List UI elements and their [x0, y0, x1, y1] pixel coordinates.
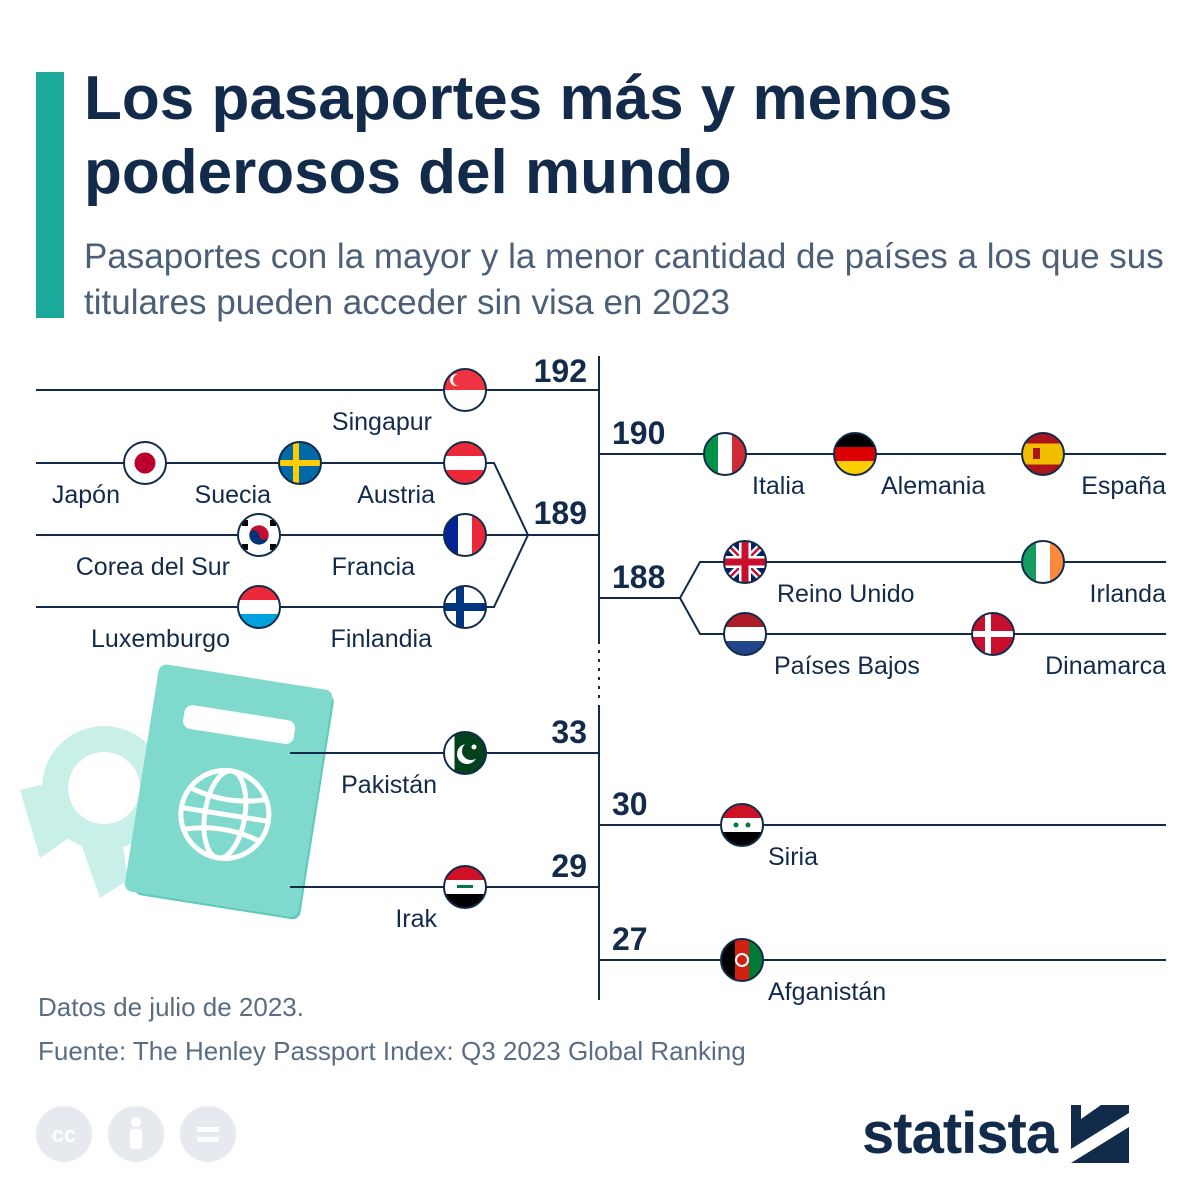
- value-label-190: 190: [612, 415, 665, 451]
- globe-icon: [178, 767, 272, 861]
- country-label-irak: Irak: [395, 905, 437, 933]
- country-label-irlanda: Irlanda: [1090, 580, 1167, 608]
- country-label-reino-unido: Reino Unido: [777, 580, 915, 608]
- country-label-espana: España: [1081, 472, 1166, 500]
- japon-flag-icon: [123, 441, 167, 485]
- country-label-pakistan: Pakistán: [341, 771, 437, 799]
- espana-flag-icon: [1021, 432, 1065, 476]
- country-label-corea-del-sur: Corea del Sur: [76, 553, 230, 581]
- footer-source: Fuente: The Henley Passport Index: Q3 20…: [38, 1036, 746, 1066]
- award-ribbon-icon: [20, 726, 166, 898]
- country-label-austria: Austria: [357, 481, 435, 509]
- accent-bar: [36, 72, 64, 318]
- country-label-afganistan: Afganistán: [768, 978, 886, 1006]
- attribution-icon[interactable]: [108, 1106, 164, 1162]
- value-label-30: 30: [612, 786, 648, 822]
- branch-189-join-top: [487, 462, 529, 536]
- chart-subtitle: Pasaportes con la mayor y la menor canti…: [84, 237, 1164, 322]
- passport-illustration: [20, 664, 334, 920]
- dinamarca-flag-icon: [971, 612, 1015, 656]
- paises-bajos-flag-icon: [723, 612, 767, 656]
- country-label-suecia: Suecia: [195, 481, 272, 509]
- country-label-luxemburgo: Luxemburgo: [91, 625, 230, 653]
- country-label-japon: Japón: [52, 481, 120, 509]
- value-label-27: 27: [612, 921, 648, 957]
- country-label-alemania: Alemania: [881, 472, 985, 500]
- statista-mark-icon: [1071, 1104, 1130, 1163]
- license-icons: cc: [36, 1106, 236, 1162]
- footer-note: Datos de julio de 2023.: [38, 992, 304, 1022]
- value-label-188: 188: [612, 559, 665, 595]
- pakistan-flag-icon: [443, 731, 487, 775]
- value-label-29: 29: [551, 848, 587, 884]
- brand-name: statista: [862, 1101, 1058, 1166]
- value-label-189: 189: [534, 495, 587, 531]
- cc-icon[interactable]: cc: [36, 1106, 92, 1162]
- value-label-33: 33: [551, 714, 587, 750]
- irlanda-flag-icon: [1021, 540, 1065, 584]
- singapur-flag-icon: [443, 368, 487, 412]
- country-label-francia: Francia: [332, 553, 415, 581]
- country-label-paises-bajos: Países Bajos: [774, 652, 920, 680]
- siria-flag-icon: [720, 803, 764, 847]
- branch-189-join-bottom: [487, 534, 529, 608]
- value-label-192: 192: [534, 353, 587, 389]
- country-label-dinamarca: Dinamarca: [1045, 652, 1166, 680]
- luxemburgo-flag-icon: [237, 585, 281, 629]
- corea-del-sur-flag-icon: [237, 513, 281, 557]
- italia-flag-icon: [703, 432, 747, 476]
- branch-188-row1: [679, 561, 1166, 599]
- svg-text:cc: cc: [52, 1122, 76, 1147]
- no-derivatives-icon[interactable]: [180, 1106, 236, 1162]
- country-label-finlandia: Finlandia: [331, 625, 433, 653]
- francia-flag-icon: [443, 513, 487, 557]
- austria-flag-icon: [443, 441, 487, 485]
- suecia-flag-icon: [278, 441, 322, 485]
- statista-logo[interactable]: statista: [862, 1100, 1130, 1167]
- alemania-flag-icon: [833, 432, 877, 476]
- country-label-singapur: Singapur: [332, 408, 432, 436]
- reino-unido-flag-icon: [723, 540, 767, 584]
- finlandia-flag-icon: [443, 585, 487, 629]
- chart-title: Los pasaportes más y menos poderosos del…: [84, 64, 953, 207]
- country-label-siria: Siria: [768, 843, 818, 871]
- country-label-italia: Italia: [752, 472, 805, 500]
- irak-flag-icon: [443, 865, 487, 909]
- afganistan-flag-icon: [720, 938, 764, 982]
